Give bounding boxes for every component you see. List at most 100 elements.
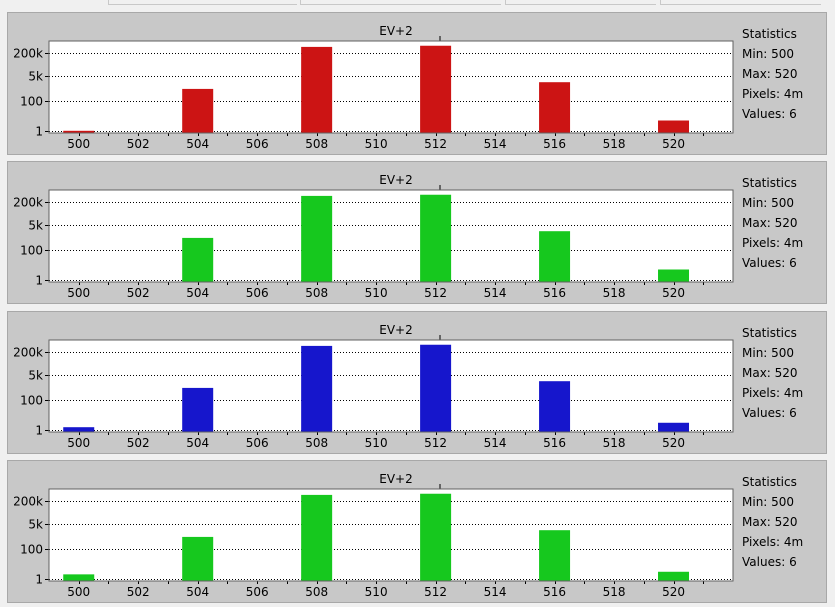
statistics-heading: Statistics <box>742 326 797 340</box>
y-tick-label: 1 <box>35 125 43 139</box>
y-tick-label: 5k <box>28 518 43 532</box>
plot-frame <box>48 40 734 134</box>
statistics-min: Min: 500 <box>742 346 795 360</box>
x-tick-label: 512 <box>424 585 447 599</box>
x-tick-label: 520 <box>662 436 685 450</box>
x-tick-label: 520 <box>662 286 685 300</box>
x-tick-label: 504 <box>186 585 209 599</box>
y-tick-label: 1 <box>35 573 43 587</box>
statistics-pixels: Pixels: 4m <box>742 535 804 549</box>
x-tick-label: 510 <box>365 137 388 151</box>
y-tick-label: 5k <box>28 369 43 383</box>
histogram-bar <box>420 194 452 282</box>
histogram-bar <box>539 82 571 133</box>
statistics-max: Max: 520 <box>742 515 798 529</box>
top-strip-segment <box>108 0 297 5</box>
chart-title: EV+2 <box>379 24 412 38</box>
x-tick-label: 514 <box>484 585 507 599</box>
y-tick-label: 200k <box>13 495 43 509</box>
histogram-chart: EV+2 200k 5k 100 1 500 502 504 506 508 510 512 514 51… <box>13 173 734 300</box>
histogram-bar <box>658 422 690 432</box>
statistics-min: Min: 500 <box>742 495 795 509</box>
chart-title: EV+2 <box>379 472 412 486</box>
y-tick-label: 200k <box>13 196 43 210</box>
histogram-panel-green[interactable]: EV+2 200k 5k 100 1 500 502 504 506 508 510 512 514 51… <box>7 161 827 304</box>
x-tick-label: 516 <box>543 286 566 300</box>
statistics-pixels: Pixels: 4m <box>742 386 804 400</box>
x-tick-label: 518 <box>603 436 626 450</box>
x-tick-label: 512 <box>424 286 447 300</box>
y-tick-label: 100 <box>20 95 43 109</box>
statistics-pixels: Pixels: 4m <box>742 236 804 250</box>
histogram-bar <box>301 494 333 581</box>
histogram-bar <box>539 231 571 282</box>
y-tick-label: 100 <box>20 543 43 557</box>
histogram-bar <box>301 345 333 432</box>
x-tick-label: 502 <box>127 585 150 599</box>
x-tick-label: 518 <box>603 286 626 300</box>
top-strip-segment <box>300 0 501 5</box>
statistics-heading: Statistics <box>742 176 797 190</box>
x-tick-label: 508 <box>305 137 328 151</box>
x-tick-label: 500 <box>67 585 90 599</box>
statistics-max: Max: 520 <box>742 366 798 380</box>
histogram-bar <box>658 571 690 581</box>
chart-title: EV+2 <box>379 323 412 337</box>
x-tick-label: 508 <box>305 436 328 450</box>
x-tick-label: 520 <box>662 585 685 599</box>
histogram-bar <box>420 493 452 581</box>
chart-title: EV+2 <box>379 173 412 187</box>
statistics-box: Statistics Min: 500 Max: 520 Pixels: 4m … <box>742 173 826 273</box>
y-tick-label: 100 <box>20 394 43 408</box>
histogram-panel-blue[interactable]: EV+2 200k 5k 100 1 500 502 504 506 508 510 512 514 51… <box>7 311 827 454</box>
histogram-panel-red[interactable]: EV+2 200k 5k 100 1 500 502 504 506 508 510 512 514 51… <box>7 12 827 155</box>
statistics-values: Values: 6 <box>742 555 797 569</box>
statistics-max: Max: 520 <box>742 216 798 230</box>
x-tick-label: 506 <box>246 436 269 450</box>
histogram-panel-luminance[interactable]: EV+2 200k 5k 100 1 500 502 504 506 508 510 512 514 51… <box>7 460 827 603</box>
y-tick-label: 100 <box>20 244 43 258</box>
histogram-chart: EV+2 200k 5k 100 1 500 502 504 506 508 510 512 514 51… <box>13 323 734 450</box>
statistics-pixels: Pixels: 4m <box>742 87 804 101</box>
x-tick-label: 510 <box>365 286 388 300</box>
histogram-bar <box>182 536 214 581</box>
plot-area <box>48 189 734 283</box>
top-strip-segment <box>660 0 821 5</box>
statistics-box: Statistics Min: 500 Max: 520 Pixels: 4m … <box>742 24 826 124</box>
x-tick-label: 502 <box>127 286 150 300</box>
x-tick-label: 500 <box>67 137 90 151</box>
plot-area <box>48 40 734 134</box>
top-panel-strip <box>0 0 835 6</box>
plot-area <box>48 488 734 582</box>
statistics-box: Statistics Min: 500 Max: 520 Pixels: 4m … <box>742 323 826 423</box>
plot-frame <box>48 488 734 582</box>
plot-frame <box>48 189 734 283</box>
histogram-bar <box>63 130 95 133</box>
y-tick-label: 5k <box>28 70 43 84</box>
x-tick-label: 510 <box>365 436 388 450</box>
x-tick-label: 518 <box>603 585 626 599</box>
statistics-heading: Statistics <box>742 475 797 489</box>
histogram-bar <box>539 530 571 581</box>
histogram-bar <box>420 45 452 134</box>
top-strip-segment <box>505 0 656 5</box>
histogram-bar <box>658 269 690 282</box>
x-tick-label: 508 <box>305 585 328 599</box>
x-tick-label: 514 <box>484 436 507 450</box>
x-tick-label: 502 <box>127 436 150 450</box>
statistics-box: Statistics Min: 500 Max: 520 Pixels: 4m … <box>742 472 826 572</box>
y-tick-label: 1 <box>35 424 43 438</box>
x-tick-label: 516 <box>543 436 566 450</box>
x-tick-label: 512 <box>424 436 447 450</box>
y-tick-label: 200k <box>13 346 43 360</box>
x-tick-label: 504 <box>186 137 209 151</box>
histogram-bar <box>182 387 214 432</box>
histogram-bar <box>63 574 95 581</box>
statistics-heading: Statistics <box>742 27 797 41</box>
statistics-min: Min: 500 <box>742 47 795 61</box>
x-tick-label: 504 <box>186 286 209 300</box>
x-tick-label: 504 <box>186 436 209 450</box>
histogram-chart: EV+2 200k 5k 100 1 500 502 504 506 508 510 512 514 51… <box>13 24 734 151</box>
statistics-values: Values: 6 <box>742 107 797 121</box>
x-tick-label: 500 <box>67 436 90 450</box>
